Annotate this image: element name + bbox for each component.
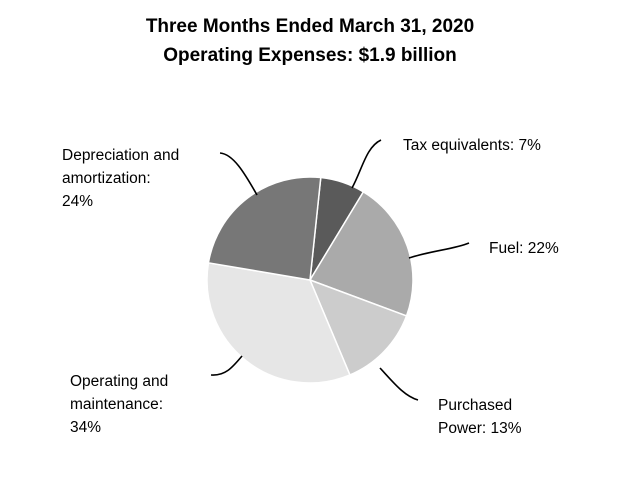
leader-line-purchased-power	[379, 367, 419, 401]
pie-slice-depreciation-amortization	[207, 176, 322, 281]
slice-label-fuel: Fuel: 22%	[489, 237, 559, 260]
leader-line-depreciation-amortization	[219, 152, 258, 196]
slice-label-line: 34%	[70, 419, 102, 436]
slice-label-line: Purchased	[438, 397, 513, 414]
slice-label-line: amortization:	[62, 170, 151, 187]
pie-slice-operating-maintenance	[206, 261, 351, 384]
slice-label-line: Tax equivalents: 7%	[403, 137, 541, 154]
pie-slice-purchased-power	[308, 278, 408, 376]
slice-label-depreciation-amortization: Depreciation and amortization: 24%	[62, 144, 179, 213]
leader-line-operating-maintenance	[210, 355, 243, 376]
slice-label-line: Power: 13%	[438, 420, 522, 437]
pie-slice-fuel	[308, 190, 414, 317]
slice-label-line: maintenance:	[70, 396, 164, 413]
leader-line-fuel	[408, 242, 470, 259]
slice-label-operating-maintenance: Operating and maintenance: 34%	[70, 370, 168, 439]
leader-line-tax-equivalents	[351, 139, 382, 189]
chart-subtitle: Operating Expenses: $1.9 billion	[163, 45, 457, 66]
slice-label-line: Operating and	[70, 373, 169, 390]
slice-label-line: Depreciation and	[62, 147, 180, 164]
slice-label-tax-equivalents: Tax equivalents: 7%	[403, 134, 541, 157]
slice-label-line: 24%	[62, 193, 94, 210]
slice-label-purchased-power: Purchased Power: 13%	[438, 394, 522, 440]
slice-label-line: Fuel: 22%	[489, 240, 559, 257]
chart-title: Three Months Ended March 31, 2020	[145, 16, 475, 37]
